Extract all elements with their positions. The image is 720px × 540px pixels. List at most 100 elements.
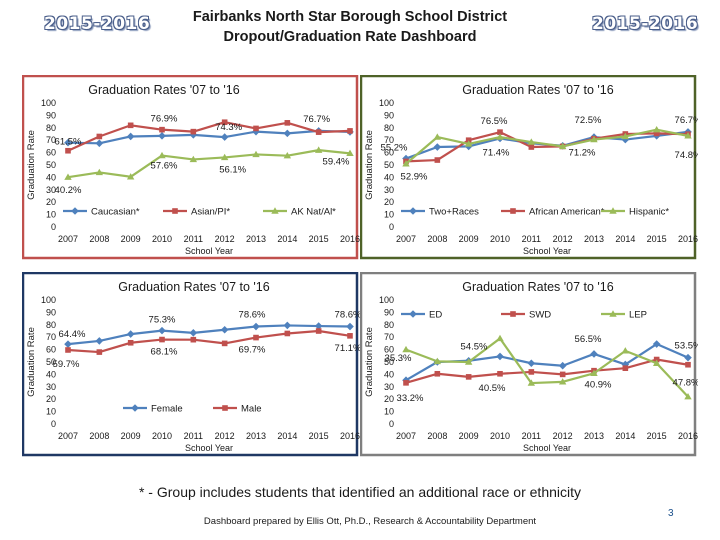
data-point — [346, 322, 354, 331]
data-point — [403, 380, 409, 386]
y-tick-label: 20 — [384, 197, 394, 207]
x-axis-title: School Year — [523, 443, 571, 453]
y-tick-label: 90 — [384, 307, 394, 317]
data-label: 40.5% — [479, 383, 506, 394]
x-tick-label: 2010 — [152, 431, 172, 441]
data-point — [346, 149, 354, 157]
data-point — [221, 119, 228, 126]
y-tick-label: 20 — [384, 394, 394, 404]
year-badge-left: 2015-2016 — [44, 14, 151, 34]
legend-marker — [510, 311, 516, 317]
data-point — [283, 129, 292, 138]
y-tick-label: 30 — [384, 185, 394, 195]
data-point — [497, 370, 503, 377]
x-tick-label: 2013 — [584, 431, 604, 441]
data-point — [527, 379, 536, 386]
data-point — [590, 350, 598, 358]
data-point — [558, 361, 567, 370]
y-axis-title: Graduation Rate — [26, 327, 37, 397]
series-line — [67, 121, 351, 152]
data-point — [315, 129, 322, 135]
chart-title: Graduation Rates '07 to '16 — [88, 83, 239, 97]
data-point — [496, 133, 504, 140]
data-point — [95, 168, 104, 176]
data-point — [496, 334, 504, 342]
y-tick-label: 10 — [46, 210, 56, 220]
y-tick-label: 80 — [46, 320, 56, 330]
x-tick-label: 2014 — [615, 431, 635, 441]
x-tick-label: 2015 — [647, 431, 667, 441]
data-point — [684, 393, 692, 400]
data-label: 35.3% — [385, 353, 412, 364]
y-tick-label: 10 — [46, 407, 56, 417]
data-label: 64.4% — [59, 329, 86, 340]
data-point — [159, 336, 165, 343]
y-tick-label: 20 — [46, 394, 56, 404]
x-tick-label: 2014 — [277, 234, 297, 244]
legend-label: Caucasian* — [91, 207, 140, 218]
y-tick-label: 30 — [46, 185, 56, 195]
chart-frame — [22, 75, 359, 260]
data-point — [527, 138, 536, 145]
data-point — [465, 374, 472, 380]
page-title: Fairbanks North Star Borough School Dist… — [150, 7, 550, 47]
data-point — [126, 173, 135, 180]
data-label: 55.2% — [381, 143, 408, 154]
data-label: 52.9% — [401, 171, 428, 182]
data-point — [465, 137, 472, 143]
y-tick-label: 0 — [389, 419, 394, 429]
chart-svg: Graduation Rates '07 to '16 0 10 20 30 40 50 60… — [360, 75, 698, 260]
x-tick-label: 2016 — [340, 431, 360, 441]
data-label: 40.9% — [585, 379, 612, 390]
data-point — [685, 361, 691, 368]
y-tick-label: 60 — [384, 148, 394, 158]
x-tick-label: 2011 — [184, 431, 203, 441]
data-point — [283, 152, 292, 159]
x-tick-label: 2010 — [152, 234, 172, 244]
data-label: 74.8% — [675, 150, 698, 161]
y-tick-label: 50 — [384, 160, 394, 170]
legend-marker — [609, 310, 617, 317]
y-axis-title: Graduation Rate — [26, 130, 37, 200]
y-tick-label: 100 — [379, 98, 394, 108]
data-label: 68.1% — [151, 347, 178, 358]
data-point — [65, 147, 71, 154]
chart-svg: Graduation Rates '07 to '16 0 10 20 30 40 50 60… — [22, 75, 360, 260]
chart-frame — [360, 75, 697, 260]
data-point — [684, 132, 692, 139]
x-tick-label: 2009 — [121, 431, 141, 441]
chart-panel-ethnicity-2: Graduation Rates '07 to '16 0 10 20 30 40 50 60… — [360, 75, 698, 263]
data-point — [189, 155, 198, 163]
legend-marker — [409, 207, 417, 215]
x-tick-label: 2013 — [246, 431, 266, 441]
legend-label: SWD — [529, 310, 551, 321]
data-point — [96, 349, 103, 355]
legend-marker — [271, 207, 279, 214]
data-point — [220, 133, 229, 141]
data-point — [220, 153, 229, 161]
data-point — [652, 125, 661, 133]
data-point — [158, 326, 166, 335]
x-tick-label: 2007 — [396, 431, 416, 441]
y-axis-title: Graduation Rate — [364, 327, 375, 397]
data-label: 56.1% — [219, 164, 246, 175]
x-tick-label: 2007 — [58, 234, 78, 244]
data-label: 57.6% — [151, 161, 178, 172]
chart-panel-subgroups: Graduation Rates '07 to '16 0 10 20 30 40 50 60… — [360, 272, 698, 460]
y-tick-label: 80 — [46, 123, 56, 133]
series-line — [67, 129, 351, 145]
data-point — [253, 125, 259, 132]
chart-panel-ethnicity-1: Graduation Rates '07 to '16 0 10 20 30 40 50 60… — [22, 75, 360, 263]
series-line — [67, 324, 351, 346]
legend-marker — [609, 207, 617, 214]
y-tick-label: 100 — [41, 98, 56, 108]
y-tick-label: 30 — [384, 382, 394, 392]
data-point — [190, 128, 197, 135]
y-tick-label: 70 — [46, 135, 56, 145]
x-tick-label: 2012 — [553, 431, 573, 441]
page-title-line-2: Dropout/Graduation Rate Dashboard — [223, 29, 477, 45]
y-tick-label: 90 — [384, 110, 394, 120]
legend-label: Asian/PI* — [191, 207, 230, 218]
data-point — [284, 330, 291, 337]
data-point — [253, 334, 259, 341]
